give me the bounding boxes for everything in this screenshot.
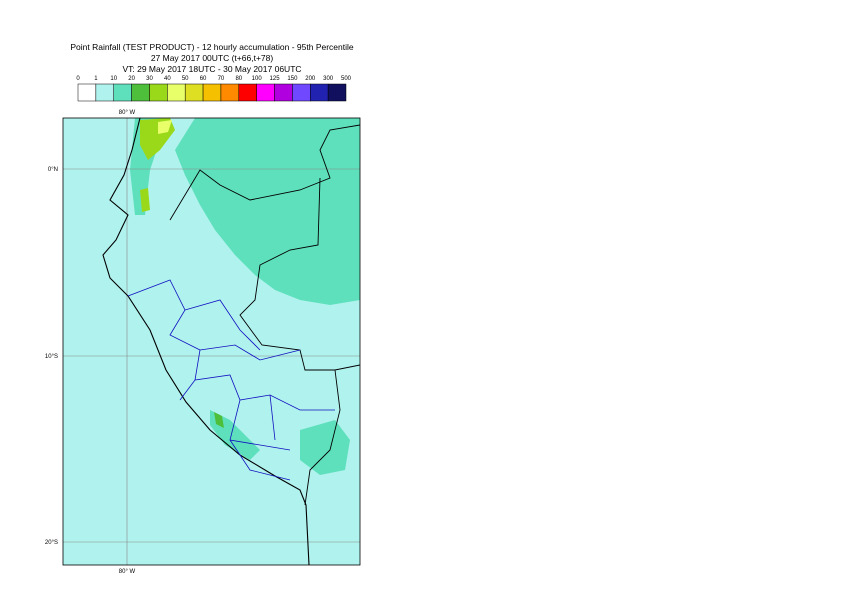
border: [169, 124, 360, 506]
legend-swatch: [327, 83, 347, 102]
legend-label: 60: [200, 76, 207, 82]
rain-area: [300, 420, 350, 475]
rain-patch: [214, 412, 224, 428]
legend-label: 150: [287, 76, 298, 82]
rain-area: [175, 118, 360, 305]
legend-label: 200: [305, 76, 316, 82]
legend-label: 80: [235, 76, 242, 82]
region-border: [127, 279, 335, 481]
legend-swatch: [167, 83, 186, 102]
legend-swatch: [131, 83, 150, 102]
legend-swatch: [149, 83, 168, 102]
legend-swatch: [292, 83, 311, 102]
rain-patch: [158, 120, 172, 134]
legend-label: 500: [341, 76, 352, 82]
legend-label: 0: [76, 76, 80, 82]
lon-label: 80° W: [119, 569, 136, 575]
lat-label: 0°N: [48, 167, 58, 173]
legend-label: 40: [164, 76, 171, 82]
legend-label: 125: [270, 76, 281, 82]
legend-label: 30: [146, 76, 153, 82]
legend-swatch: [202, 83, 222, 102]
legend-swatch: [274, 83, 293, 102]
legend-swatch: [95, 83, 114, 102]
legend-label: 300: [323, 76, 334, 82]
legend-swatch: [310, 83, 329, 102]
legend: 0 1 10 20 30 40 50 60 70 80 100 125 150 200 300 500: [76, 76, 352, 102]
legend-label: 50: [182, 76, 189, 82]
legend-swatch: [77, 83, 97, 102]
legend-label: 1: [94, 76, 98, 82]
lat-label: 10°S: [45, 354, 58, 360]
map: 80° W 80° W 0°N 10°S 20°S: [45, 110, 361, 575]
legend-label: 10: [110, 76, 117, 82]
rain-patch: [140, 188, 150, 212]
legend-swatch: [238, 83, 257, 102]
title-line: VT: 29 May 2017 18UTC - 30 May 2017 06UT…: [122, 64, 301, 74]
legend-swatch: [184, 83, 204, 102]
legend-label: 20: [128, 76, 135, 82]
legend-swatch: [113, 83, 132, 102]
legend-swatch: [220, 83, 240, 102]
title: Point Rainfall (TEST PRODUCT) - 12 hourl…: [70, 42, 354, 74]
title-line: 27 May 2017 00UTC (t+66,t+78): [151, 53, 274, 63]
title-line: Point Rainfall (TEST PRODUCT) - 12 hourl…: [70, 42, 354, 52]
legend-swatch: [256, 83, 275, 102]
legend-label: 70: [218, 76, 225, 82]
legend-label: 100: [252, 76, 263, 82]
lat-label: 20°S: [45, 540, 58, 546]
coastline: [102, 118, 310, 565]
lon-label: 80° W: [119, 110, 136, 116]
map-frame: [62, 117, 361, 566]
